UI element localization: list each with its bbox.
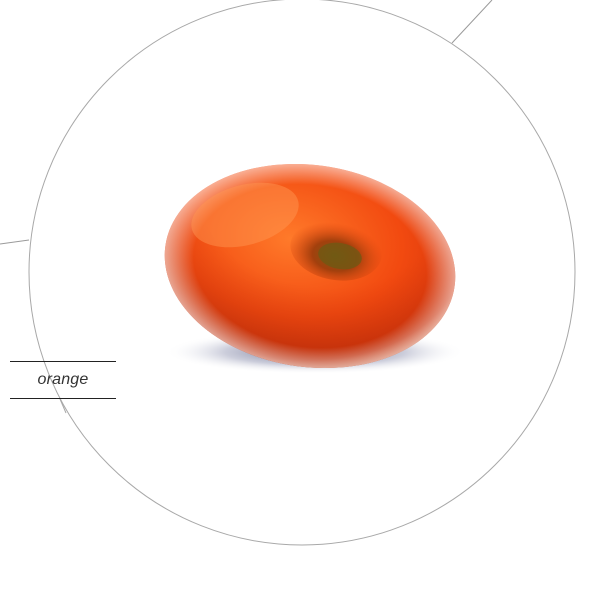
connector-line-label [59,398,67,414]
connector-line-top-right [451,0,493,44]
connector-line-left [0,239,30,245]
donut-pouf-illustration [164,163,456,369]
color-label-box: orange [10,361,116,399]
product-circle-outline [28,0,576,546]
color-label: orange [37,371,89,388]
